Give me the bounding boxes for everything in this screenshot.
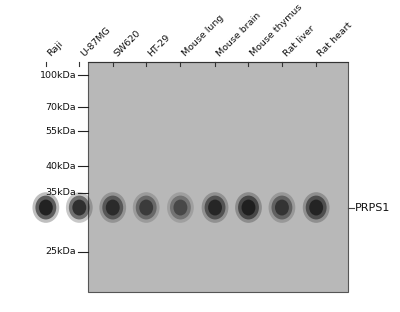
Text: 40kDa: 40kDa: [46, 162, 76, 171]
Text: Raji: Raji: [46, 40, 64, 58]
Ellipse shape: [272, 196, 292, 219]
Text: Mouse lung: Mouse lung: [180, 14, 225, 58]
Ellipse shape: [102, 196, 123, 219]
Ellipse shape: [174, 200, 187, 216]
Ellipse shape: [69, 196, 90, 219]
Ellipse shape: [242, 200, 256, 216]
Ellipse shape: [32, 192, 59, 223]
Ellipse shape: [136, 196, 157, 219]
Text: SW620: SW620: [113, 28, 143, 58]
Ellipse shape: [170, 196, 191, 219]
Text: 55kDa: 55kDa: [46, 127, 76, 136]
Text: Mouse thymus: Mouse thymus: [248, 3, 304, 58]
Ellipse shape: [36, 196, 56, 219]
Ellipse shape: [303, 192, 330, 223]
Ellipse shape: [106, 200, 120, 216]
Text: 70kDa: 70kDa: [46, 103, 76, 112]
Ellipse shape: [268, 192, 295, 223]
Ellipse shape: [167, 192, 194, 223]
FancyBboxPatch shape: [88, 61, 348, 292]
Ellipse shape: [205, 196, 226, 219]
Text: 100kDa: 100kDa: [40, 71, 76, 80]
Text: Mouse brain: Mouse brain: [215, 11, 262, 58]
Ellipse shape: [72, 200, 86, 216]
Ellipse shape: [238, 196, 259, 219]
Ellipse shape: [133, 192, 160, 223]
Ellipse shape: [39, 200, 53, 216]
Ellipse shape: [309, 200, 323, 216]
Text: HT-29: HT-29: [146, 33, 172, 58]
Text: Rat heart: Rat heart: [316, 21, 354, 58]
Ellipse shape: [139, 200, 153, 216]
Ellipse shape: [208, 200, 222, 216]
Ellipse shape: [235, 192, 262, 223]
Text: 25kDa: 25kDa: [46, 247, 76, 256]
Text: Rat liver: Rat liver: [282, 24, 316, 58]
Ellipse shape: [275, 200, 289, 216]
Ellipse shape: [202, 192, 228, 223]
Ellipse shape: [306, 196, 326, 219]
Text: U-87MG: U-87MG: [79, 25, 112, 58]
Ellipse shape: [66, 192, 93, 223]
Text: PRPS1: PRPS1: [355, 202, 390, 212]
Ellipse shape: [99, 192, 126, 223]
Text: 35kDa: 35kDa: [45, 188, 76, 197]
